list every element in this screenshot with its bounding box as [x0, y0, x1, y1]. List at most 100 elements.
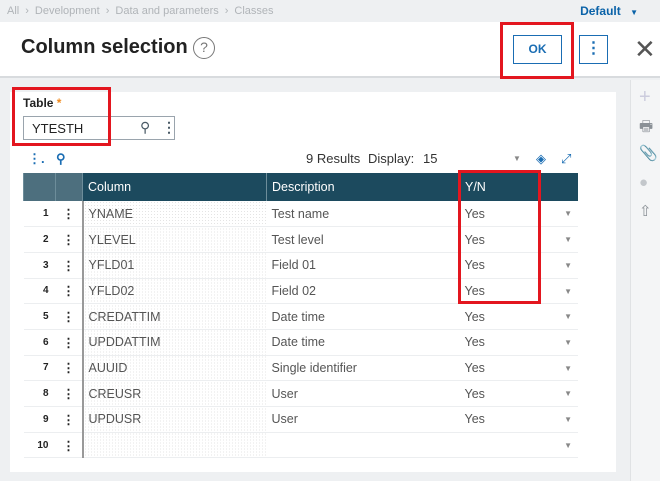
ok-button[interactable]: OK: [513, 35, 562, 64]
chevron-down-icon[interactable]: ▼: [564, 286, 572, 296]
row-number: 5: [23, 303, 56, 330]
row-menu-icon[interactable]: ⋮: [55, 226, 84, 253]
table-row[interactable]: 5 ⋮ CREDATTIM Date time Yes ▼: [23, 303, 578, 330]
crumb-classes[interactable]: Classes: [234, 5, 274, 17]
cell-description: Test name: [266, 201, 460, 228]
table-input[interactable]: YTESTH ⚲ ⋮: [23, 116, 176, 140]
yn-value: Yes: [464, 232, 485, 247]
table-row[interactable]: 10 ⋮ ▼: [23, 432, 578, 459]
comment-icon[interactable]: ●: [639, 174, 649, 191]
crumb-all[interactable]: All: [7, 5, 20, 17]
cell-yn-select[interactable]: ▼: [459, 432, 578, 459]
row-menu-icon[interactable]: ⋮: [55, 380, 84, 407]
cell-description: User: [266, 406, 460, 433]
cell-description: Date time: [266, 329, 460, 356]
highlight-ok-button: [500, 22, 574, 79]
chevron-down-icon[interactable]: ▼: [564, 235, 572, 245]
page-title: Column selection: [21, 36, 188, 58]
chevron-down-icon[interactable]: ▼: [564, 440, 572, 450]
cell-description: User: [266, 380, 460, 407]
header: Column selection ? OK ⋮ ✕: [0, 22, 660, 78]
highlight-table-field: [12, 87, 111, 146]
table-row[interactable]: 4 ⋮ YFLD02 Field 02 Yes ▼: [23, 278, 578, 305]
header-column[interactable]: Column: [82, 173, 267, 201]
row-number: 3: [23, 252, 56, 279]
share-icon[interactable]: ⇧: [639, 203, 652, 220]
crumb-development[interactable]: Development: [34, 5, 100, 17]
table-row[interactable]: 1 ⋮ YNAME Test name Yes ▼: [23, 201, 578, 228]
cell-column: UPDUSR: [82, 406, 267, 433]
chevron-down-icon[interactable]: ▼: [564, 363, 572, 373]
cell-column: YFLD01: [82, 252, 267, 279]
cell-column: AUUID: [82, 355, 267, 382]
cell-column: [82, 432, 267, 459]
chevron-down-icon[interactable]: ▼: [564, 337, 572, 347]
row-number: 4: [23, 278, 56, 305]
cell-yn-select[interactable]: Yes ▼: [459, 226, 578, 253]
cell-description: [266, 432, 460, 459]
chevron-down-icon[interactable]: ▼: [564, 312, 572, 322]
table-row[interactable]: 2 ⋮ YLEVEL Test level Yes ▼: [23, 226, 578, 253]
cell-description: Single identifier: [266, 355, 460, 382]
yn-value: Yes: [464, 283, 485, 298]
add-icon[interactable]: +: [639, 86, 651, 108]
header-description[interactable]: Description: [266, 173, 460, 201]
row-menu-icon[interactable]: ⋮: [55, 432, 84, 459]
table-row[interactable]: 9 ⋮ UPDUSR User Yes ▼: [23, 406, 578, 433]
cell-description: Field 01: [266, 252, 460, 279]
yn-value: Yes: [464, 412, 485, 427]
chevron-down-icon[interactable]: ▼: [564, 389, 572, 399]
yn-value: Yes: [464, 360, 485, 375]
grid-search-icon[interactable]: ⚲: [56, 151, 66, 166]
cell-yn-select[interactable]: Yes ▼: [459, 329, 578, 356]
yn-value: Yes: [464, 206, 485, 221]
header-yn[interactable]: Y/N: [459, 173, 578, 201]
more-actions-button[interactable]: ⋮: [579, 35, 608, 64]
yn-value: Yes: [464, 258, 485, 273]
chevron-down-icon[interactable]: ▼: [564, 260, 572, 270]
table-row[interactable]: 6 ⋮ UPDDATTIM Date time Yes ▼: [23, 329, 578, 356]
row-number: 2: [23, 226, 56, 253]
search-icon[interactable]: ⚲: [140, 119, 151, 135]
row-number: 7: [23, 355, 56, 382]
row-menu-icon[interactable]: ⋮: [55, 278, 84, 305]
row-menu-icon[interactable]: ⋮: [55, 201, 84, 228]
close-icon[interactable]: ✕: [634, 34, 656, 64]
row-number: 10: [23, 432, 56, 459]
print-icon[interactable]: 🖶: [639, 118, 654, 135]
chevron-down-icon[interactable]: ▼: [564, 415, 572, 424]
cell-column: YFLD02: [82, 278, 267, 305]
cell-yn-select[interactable]: Yes ▼: [459, 201, 578, 228]
row-number: 8: [23, 380, 56, 407]
cell-yn-select[interactable]: Yes ▼: [459, 406, 578, 433]
cell-yn-select[interactable]: Yes ▼: [459, 303, 578, 330]
cell-yn-select[interactable]: Yes ▼: [459, 355, 578, 382]
row-menu-icon[interactable]: ⋮: [55, 329, 84, 356]
cell-description: Test level: [266, 226, 460, 253]
display-select[interactable]: 15 ▼: [423, 151, 521, 166]
cell-yn-select[interactable]: Yes ▼: [459, 380, 578, 407]
cell-yn-select[interactable]: Yes ▼: [459, 252, 578, 279]
row-menu-icon[interactable]: ⋮: [55, 252, 84, 279]
cell-column: UPDDATTIM: [82, 329, 267, 356]
breadcrumb: All › Development › Data and parameters › C…: [0, 0, 660, 22]
table-field-label: Table *: [23, 96, 62, 110]
help-icon[interactable]: ?: [193, 37, 215, 59]
crumb-data[interactable]: Data and parameters: [115, 5, 219, 17]
table-row[interactable]: 7 ⋮ AUUID Single identifier Yes ▼: [23, 355, 578, 382]
row-menu-icon[interactable]: ⋮: [55, 303, 84, 330]
chevron-down-icon[interactable]: ▼: [564, 209, 572, 218]
cell-description: Date time: [266, 303, 460, 330]
layers-icon[interactable]: ◈: [536, 151, 546, 166]
row-menu-icon[interactable]: ⋮: [55, 355, 84, 382]
table-row[interactable]: 8 ⋮ CREUSR User Yes ▼: [23, 380, 578, 407]
expand-icon[interactable]: ⤢: [561, 151, 572, 166]
row-number: 1: [23, 201, 56, 228]
attachment-icon[interactable]: 📎: [639, 145, 658, 162]
grid-menu-icon[interactable]: ⋮.: [28, 151, 45, 166]
field-menu-icon[interactable]: ⋮: [162, 119, 176, 135]
row-menu-icon[interactable]: ⋮: [55, 406, 84, 433]
columns-table: Column Description Y/N 1 ⋮ YNAME Test na…: [23, 173, 578, 459]
profile-select[interactable]: Default ▼: [580, 4, 638, 18]
table-row[interactable]: 3 ⋮ YFLD01 Field 01 Yes ▼: [23, 252, 578, 279]
